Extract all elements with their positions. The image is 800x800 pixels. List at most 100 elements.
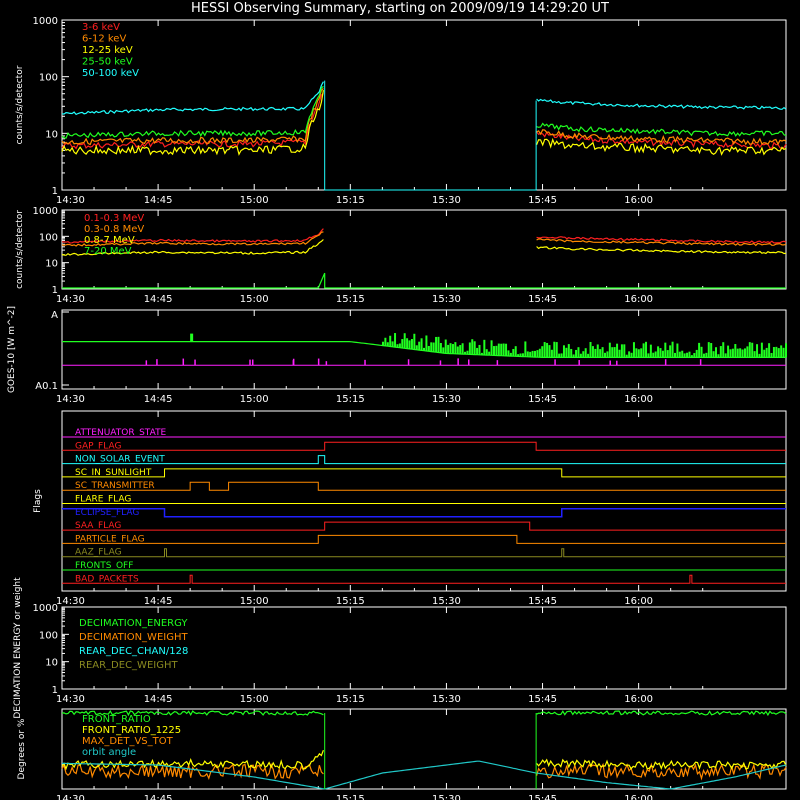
x-tick-label: 15:45	[528, 794, 557, 800]
series-line	[61, 87, 787, 146]
legend-entry: 50-100 keV	[82, 68, 139, 79]
flag-trace	[62, 481, 786, 491]
y-tick-label: A	[51, 310, 58, 321]
y-tick-label: 1000	[33, 206, 58, 217]
x-tick-label: 16:00	[624, 694, 653, 705]
x-tick-label: 15:15	[336, 294, 365, 305]
x-tick-label: 14:45	[144, 694, 173, 705]
y-tick-label: 100	[39, 630, 58, 641]
flag-label: GAP_FLAG	[75, 441, 121, 451]
legend-entry: DECIMATION_WEIGHT	[79, 632, 188, 643]
y-axis-label: counts/s/detector	[15, 65, 25, 144]
series-line	[62, 228, 787, 244]
series-line	[62, 272, 786, 289]
panel-4-frame	[61, 606, 787, 690]
x-tick-label: 15:30	[432, 394, 461, 405]
series-line	[61, 709, 787, 717]
legend-entry: 3-6 keV	[82, 22, 120, 33]
x-tick-label: 15:00	[240, 294, 269, 305]
y-tick-label: 1	[52, 685, 58, 696]
x-tick-label: 14:45	[144, 394, 173, 405]
x-tick-label: 15:00	[240, 694, 269, 705]
x-tick-label: 14:30	[56, 195, 85, 206]
legend-entry: REAR_DEC_CHAN/128	[79, 646, 188, 657]
series-line	[61, 239, 787, 256]
x-tick-label: 16:00	[624, 195, 653, 206]
gap-line	[324, 80, 537, 191]
x-tick-label: 14:45	[144, 294, 173, 305]
x-tick-label: 15:30	[432, 294, 461, 305]
series-line	[61, 92, 787, 150]
flag-trace	[62, 441, 786, 451]
legend-entry: DECIMATION_ENERGY	[79, 618, 188, 629]
panel-0-frame	[61, 19, 787, 191]
x-tick-label: 14:30	[56, 294, 85, 305]
series-line	[61, 749, 787, 771]
series-line	[61, 90, 787, 156]
legend-entry: FRONT_RATIO	[82, 714, 151, 725]
x-tick-label: 14:30	[56, 596, 85, 607]
x-tick-label: 15:15	[336, 195, 365, 206]
series-line	[62, 341, 786, 358]
panel-1-frame	[61, 209, 787, 290]
x-tick-label: 15:30	[432, 195, 461, 206]
x-tick-label: 15:00	[240, 596, 269, 607]
series-line	[61, 231, 787, 247]
x-tick-label: 15:15	[336, 794, 365, 800]
series-line	[61, 81, 787, 116]
flag-label: BAD_PACKETS	[75, 574, 139, 584]
flag-label: SAA_FLAG	[75, 521, 121, 531]
flag-label: SC_TRANSMITTER	[75, 481, 155, 491]
x-tick-label: 15:30	[432, 794, 461, 800]
y-axis-label: Flags	[33, 489, 43, 513]
x-tick-label: 15:45	[528, 694, 557, 705]
x-tick-label: 15:15	[336, 394, 365, 405]
flag-trace	[62, 508, 786, 518]
series-spike	[190, 333, 194, 342]
legend-entry: 25-50 keV	[82, 57, 133, 68]
y-tick-label: 1	[52, 186, 58, 197]
y-tick-label: 100	[39, 232, 58, 243]
y-axis-label: GOES-10 [W m^-2]	[7, 306, 17, 393]
x-tick-label: 14:30	[56, 394, 85, 405]
x-tick-label: 15:30	[432, 694, 461, 705]
x-tick-label: 15:45	[528, 394, 557, 405]
x-tick-label: 15:45	[528, 195, 557, 206]
x-tick-label: 16:00	[624, 394, 653, 405]
flag-trace	[62, 521, 786, 531]
x-tick-label: 14:45	[144, 195, 173, 206]
x-tick-label: 14:30	[56, 794, 85, 800]
flag-label: ECLIPSE_FLAG	[75, 508, 139, 518]
flag-trace	[62, 534, 786, 544]
y-axis-label: counts/s/detector	[15, 210, 25, 289]
flag-trace	[62, 574, 786, 584]
y-tick-label: 10	[45, 259, 58, 270]
x-tick-label: 15:45	[528, 596, 557, 607]
flag-label: PARTICLE_FLAG	[75, 534, 145, 544]
y-tick-label: 1	[52, 285, 58, 296]
legend-entry: orbit angle	[82, 747, 136, 758]
x-tick-label: 15:00	[240, 794, 269, 800]
x-tick-label: 15:00	[240, 394, 269, 405]
panel-5-frame	[61, 708, 787, 790]
flag-label: AAZ_FLAG	[75, 548, 122, 558]
y-tick-label: A0.1	[35, 381, 58, 392]
series-line	[62, 760, 787, 790]
y-tick-label: 100	[39, 73, 58, 84]
y-tick-label: 1000	[33, 16, 58, 27]
legend-entry: 0.3-0.8 MeV	[84, 224, 144, 235]
flag-trace	[62, 468, 786, 478]
x-tick-label: 14:45	[144, 794, 173, 800]
y-axis-label: Degrees or %	[17, 718, 27, 779]
x-tick-label: 16:00	[624, 794, 653, 800]
flag-label: NON_SOLAR_EVENT	[75, 455, 165, 465]
legend-entry: 6-12 keV	[82, 34, 126, 45]
x-tick-label: 14:45	[144, 596, 173, 607]
flag-label: ATTENUATOR_STATE	[75, 428, 167, 438]
x-tick-label: 15:00	[240, 195, 269, 206]
y-tick-label: 10	[45, 658, 58, 669]
panel-3-frame	[61, 410, 787, 592]
flag-trace	[62, 455, 786, 465]
y-axis-label: DECIMATION ENERGY or weight	[13, 577, 23, 719]
